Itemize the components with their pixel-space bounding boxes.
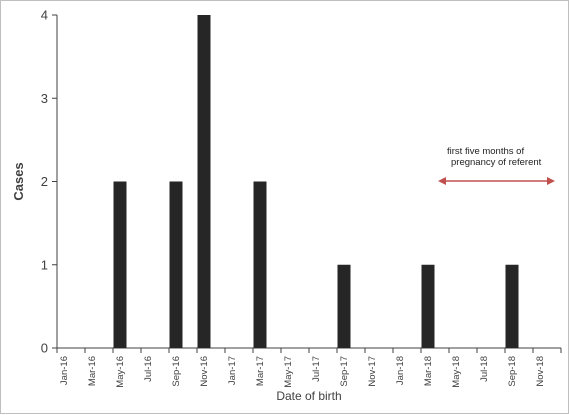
y-tick-label: 0 xyxy=(41,341,48,356)
x-tick-label: Mar-18 xyxy=(423,356,434,386)
annotation-arrow-right-head xyxy=(547,177,555,185)
y-tick-label: 2 xyxy=(41,174,48,189)
bar-Sep-17 xyxy=(337,264,351,348)
x-tick-label: Nov-16 xyxy=(199,356,210,387)
y-axis-title: Cases xyxy=(11,162,26,200)
x-axis: Jan-16 Mar-16 May-16 Jul-16 Sep-16 Nov-16 Jan-… xyxy=(56,347,562,388)
annotation-arrow-left-head xyxy=(438,177,446,185)
annotation: first five months of pregnancy of refere… xyxy=(438,146,555,185)
x-tick-label: Mar-17 xyxy=(255,356,266,386)
x-tick-label: May-16 xyxy=(115,356,126,388)
x-tick-label: Nov-17 xyxy=(367,356,378,387)
x-tick-label: Jan-16 xyxy=(59,356,70,385)
x-tick-label: Jul-16 xyxy=(143,356,154,382)
annotation-line-1: first five months of xyxy=(447,146,524,157)
bar-Nov-16 xyxy=(197,15,211,348)
x-tick-label: May-17 xyxy=(283,356,294,388)
bar-Mar-17 xyxy=(253,181,267,348)
y-tick-label: 4 xyxy=(41,8,48,23)
x-tick-label: Mar-16 xyxy=(87,356,98,386)
x-tick-label: Jan-17 xyxy=(227,356,238,385)
bar-Sep-18 xyxy=(505,264,519,348)
x-tick-label: Jan-18 xyxy=(395,356,406,385)
bar-Mar-18 xyxy=(421,264,435,348)
x-tick-label: Sep-17 xyxy=(339,356,350,387)
annotation-line-2: pregnancy of referent xyxy=(451,157,542,168)
bar-Sep-16 xyxy=(169,181,183,348)
x-axis-title: Date of birth xyxy=(276,389,341,403)
x-tick-label: Nov-18 xyxy=(535,356,546,387)
bars xyxy=(113,15,519,348)
y-axis: 0 1 2 3 4 xyxy=(41,8,58,356)
y-tick-label: 1 xyxy=(41,257,48,272)
x-tick-label: Jul-17 xyxy=(311,356,322,382)
x-tick-label: Sep-16 xyxy=(171,356,182,387)
x-tick-label: May-18 xyxy=(451,356,462,388)
x-tick-label: Jul-18 xyxy=(479,356,490,382)
bar-May-16 xyxy=(113,181,127,348)
x-tick-label: Sep-18 xyxy=(507,356,518,387)
y-tick-label: 3 xyxy=(41,91,48,106)
